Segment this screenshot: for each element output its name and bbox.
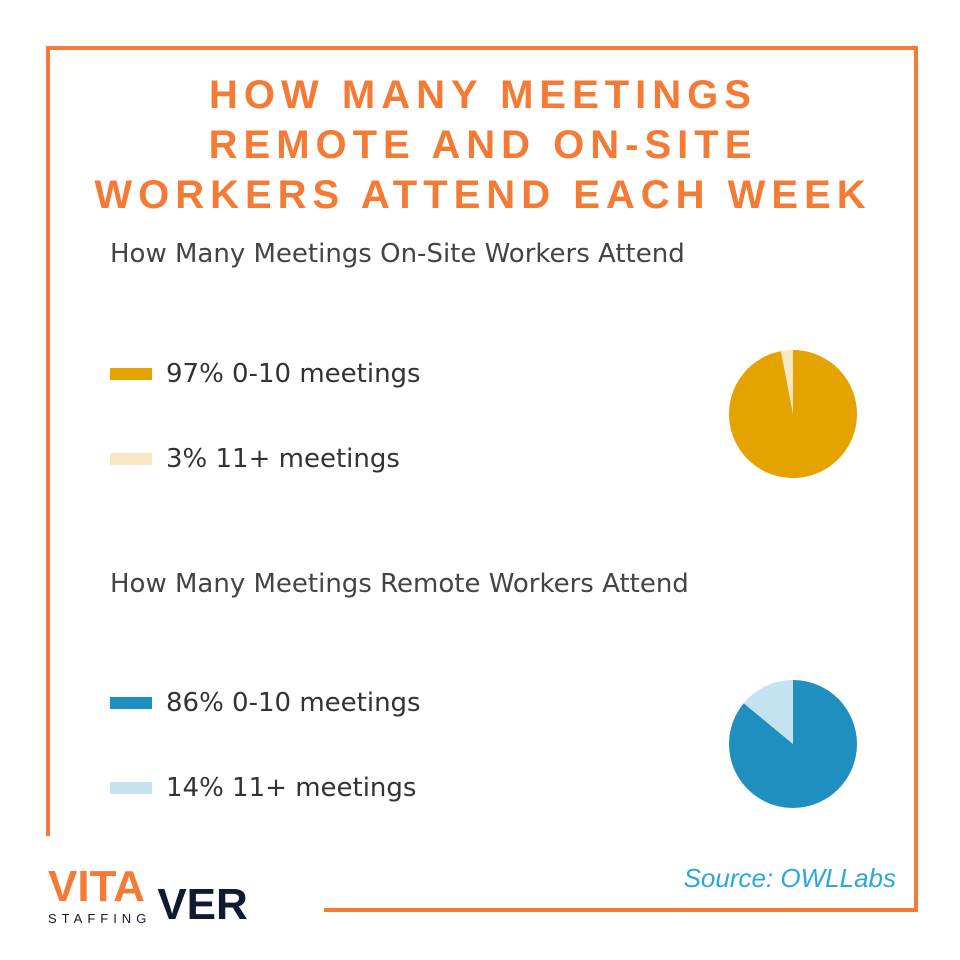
logo-ver: VER — [157, 880, 248, 929]
title-line: REMOTE AND ON-SITE — [208, 123, 758, 167]
legend-label: 86% 0-10 meetings — [166, 688, 421, 718]
chart-title-remote: How Many Meetings Remote Workers Attend — [110, 569, 689, 599]
title-line: WORKERS ATTEND EACH WEEK — [94, 173, 872, 217]
chart-title-onsite: How Many Meetings On-Site Workers Attend — [110, 239, 685, 269]
frame-right — [914, 46, 918, 912]
legend-swatch — [110, 368, 152, 380]
main-title: HOW MANY MEETINGS REMOTE AND ON-SITE WOR… — [50, 70, 916, 220]
pie-remote — [729, 680, 857, 808]
source-text: Source: OWLLabs — [683, 863, 896, 893]
legend-item: 3% 11+ meetings — [110, 443, 400, 475]
legend-swatch — [110, 782, 152, 794]
legend-label: 14% 11+ meetings — [166, 773, 417, 803]
legend-swatch — [110, 697, 152, 709]
frame-left — [46, 46, 50, 836]
vitaver-logo: VITA STAFFING VER — [48, 856, 248, 928]
frame-bottom — [324, 908, 918, 912]
legend-item: 14% 11+ meetings — [110, 772, 416, 804]
legend-label: 97% 0-10 meetings — [166, 359, 421, 389]
pie-onsite — [729, 350, 857, 478]
logo-vita: VITA — [48, 862, 145, 911]
legend-item: 97% 0-10 meetings — [110, 358, 421, 390]
legend-label: 3% 11+ meetings — [166, 444, 400, 474]
legend-swatch — [110, 453, 152, 465]
pie-slice-11plus — [781, 350, 793, 414]
pie-slice-11plus — [743, 680, 793, 744]
legend-item: 86% 0-10 meetings — [110, 687, 421, 719]
frame-top — [46, 46, 918, 50]
title-line: HOW MANY MEETINGS — [209, 73, 757, 117]
logo-left: VITA STAFFING — [48, 864, 151, 928]
logo-staffing: STAFFING — [48, 911, 152, 926]
